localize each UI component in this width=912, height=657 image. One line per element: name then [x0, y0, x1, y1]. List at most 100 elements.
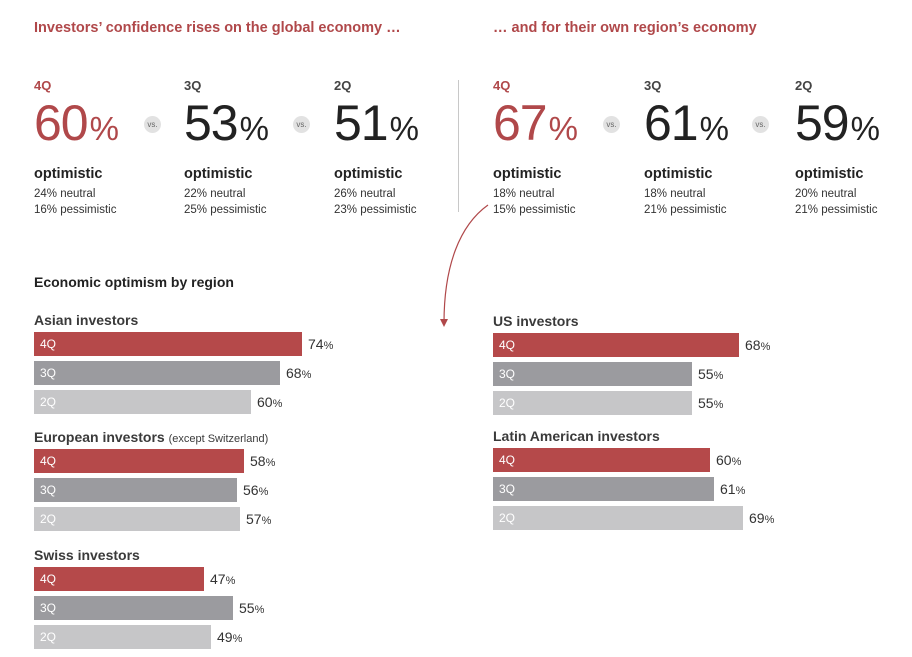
bar-list: 4Q 47% 3Q 55% 2Q 49% — [34, 563, 264, 649]
bar-2q: 2Q — [34, 625, 211, 649]
bar-category-label: 2Q — [40, 630, 57, 644]
region-name: US investors — [493, 313, 579, 329]
bar-3q: 3Q — [34, 361, 280, 385]
quarter-label: 4Q — [493, 78, 511, 93]
region-stat-2q: 2Q 59% optimistic 20% neutral 21% pessim… — [795, 78, 880, 218]
bar-category-label: 3Q — [40, 483, 57, 497]
value-number: 67 — [493, 95, 548, 151]
optimism-value: 59% — [795, 98, 880, 154]
global-stat-3q: 3Q 53% optimistic 22% neutral 25% pessim… — [184, 78, 269, 218]
neutral-text: 22% neutral — [184, 188, 246, 200]
bar-value-label: 60% — [716, 452, 742, 468]
bar-4q: 4Q — [34, 567, 204, 591]
bar-value-label: 57% — [246, 511, 272, 527]
bar-2q: 2Q — [493, 506, 743, 530]
optimism-value: 61% — [644, 98, 729, 154]
bar-3q: 3Q — [493, 477, 714, 501]
bar-category-label: 3Q — [40, 601, 57, 615]
optimism-value: 60% — [34, 98, 119, 154]
quarter-label: 2Q — [795, 78, 813, 93]
global-stat-4q: 4Q 60% optimistic 24% neutral 16% pessim… — [34, 78, 119, 218]
bar-3q: 3Q — [34, 478, 237, 502]
bar-value-label: 68% — [745, 337, 771, 353]
chart-title: Economic optimism by region — [34, 274, 234, 290]
headline-region: … and for their own region’s economy — [493, 20, 757, 36]
optimistic-label: optimistic — [184, 166, 253, 182]
region-group-us: US investors 4Q 68% 3Q 55% 2Q 55% — [493, 313, 770, 415]
quarter-label: 4Q — [34, 78, 52, 93]
bar-2q: 2Q — [493, 391, 692, 415]
bar-2q: 2Q — [34, 390, 251, 414]
optimism-value: 53% — [184, 98, 269, 154]
bar-value-label: 74% — [308, 336, 334, 352]
bar-category-label: 2Q — [499, 396, 516, 410]
neutral-text: 18% neutral — [644, 188, 706, 200]
connector-arrow — [440, 204, 489, 327]
bar-value-label: 55% — [698, 395, 724, 411]
bar-category-label: 2Q — [40, 395, 57, 409]
bar-category-label: 4Q — [499, 453, 516, 467]
bar-value-label: 68% — [286, 365, 312, 381]
bar-value-label: 60% — [257, 394, 283, 410]
region-title: Swiss investors — [34, 547, 140, 563]
neutral-text: 18% neutral — [493, 188, 555, 200]
pessimistic-text: 21% pessimistic — [644, 203, 727, 216]
value-number: 59 — [795, 95, 850, 151]
region-title: Latin American investors — [493, 428, 660, 444]
bar-value-label: 58% — [250, 453, 276, 469]
vs-badge: vs. — [293, 116, 310, 133]
bar-list: 4Q 58% 3Q 56% 2Q 57% — [34, 445, 275, 531]
bar-value-label: 49% — [217, 629, 243, 645]
quarter-label: 3Q — [184, 78, 202, 93]
bar-category-label: 4Q — [40, 454, 57, 468]
bar-value-label: 47% — [210, 571, 236, 587]
bar-value-label: 55% — [239, 600, 265, 616]
optimistic-label: optimistic — [334, 166, 403, 182]
optimistic-label: optimistic — [34, 166, 103, 182]
pessimistic-text: 15% pessimistic — [493, 203, 576, 216]
pessimistic-text: 21% pessimistic — [795, 203, 878, 216]
neutral-text: 24% neutral — [34, 188, 96, 200]
neutral-text: 26% neutral — [334, 188, 396, 200]
vs-badge: vs. — [603, 116, 620, 133]
bar-value-label: 56% — [243, 482, 269, 498]
bar-4q: 4Q — [34, 449, 244, 473]
pessimistic-text: 23% pessimistic — [334, 203, 417, 216]
bar-list: 4Q 68% 3Q 55% 2Q 55% — [493, 329, 770, 415]
region-group-asian: Asian investors 4Q 74% 3Q 68% 2Q 60% — [34, 312, 333, 414]
value-number: 51 — [334, 95, 389, 151]
vs-badge: vs. — [144, 116, 161, 133]
optimism-value: 51% — [334, 98, 419, 154]
bar-value-label: 69% — [749, 510, 775, 526]
bar-4q: 4Q — [493, 448, 710, 472]
value-percent: % — [699, 110, 729, 147]
global-stat-2q: 2Q 51% optimistic 26% neutral 23% pessim… — [334, 78, 419, 218]
value-percent: % — [89, 110, 119, 147]
optimistic-label: optimistic — [644, 166, 713, 182]
value-number: 53 — [184, 95, 239, 151]
bar-category-label: 4Q — [499, 338, 516, 352]
bar-category-label: 4Q — [40, 572, 57, 586]
headline-global: Investors’ confidence rises on the globa… — [34, 20, 401, 36]
region-note: (except Switzerland) — [168, 433, 269, 445]
bar-list: 4Q 60% 3Q 61% 2Q 69% — [493, 444, 774, 530]
region-title: European investors (except Switzerland) — [34, 429, 268, 445]
bar-list: 4Q 74% 3Q 68% 2Q 60% — [34, 328, 333, 414]
bar-category-label: 3Q — [499, 482, 516, 496]
region-group-swiss: Swiss investors 4Q 47% 3Q 55% 2Q 49% — [34, 547, 264, 649]
bar-category-label: 3Q — [499, 367, 516, 381]
vs-badge: vs. — [752, 116, 769, 133]
quarter-label: 2Q — [334, 78, 352, 93]
bar-3q: 3Q — [493, 362, 692, 386]
bar-4q: 4Q — [34, 332, 302, 356]
bar-2q: 2Q — [34, 507, 240, 531]
bar-4q: 4Q — [493, 333, 739, 357]
value-percent: % — [850, 110, 880, 147]
pessimistic-text: 16% pessimistic — [34, 203, 117, 216]
bar-3q: 3Q — [34, 596, 233, 620]
region-name: Asian investors — [34, 312, 139, 328]
neutral-text: 20% neutral — [795, 188, 857, 200]
region-title: US investors — [493, 313, 579, 329]
region-name: European investors — [34, 429, 165, 445]
value-number: 61 — [644, 95, 699, 151]
